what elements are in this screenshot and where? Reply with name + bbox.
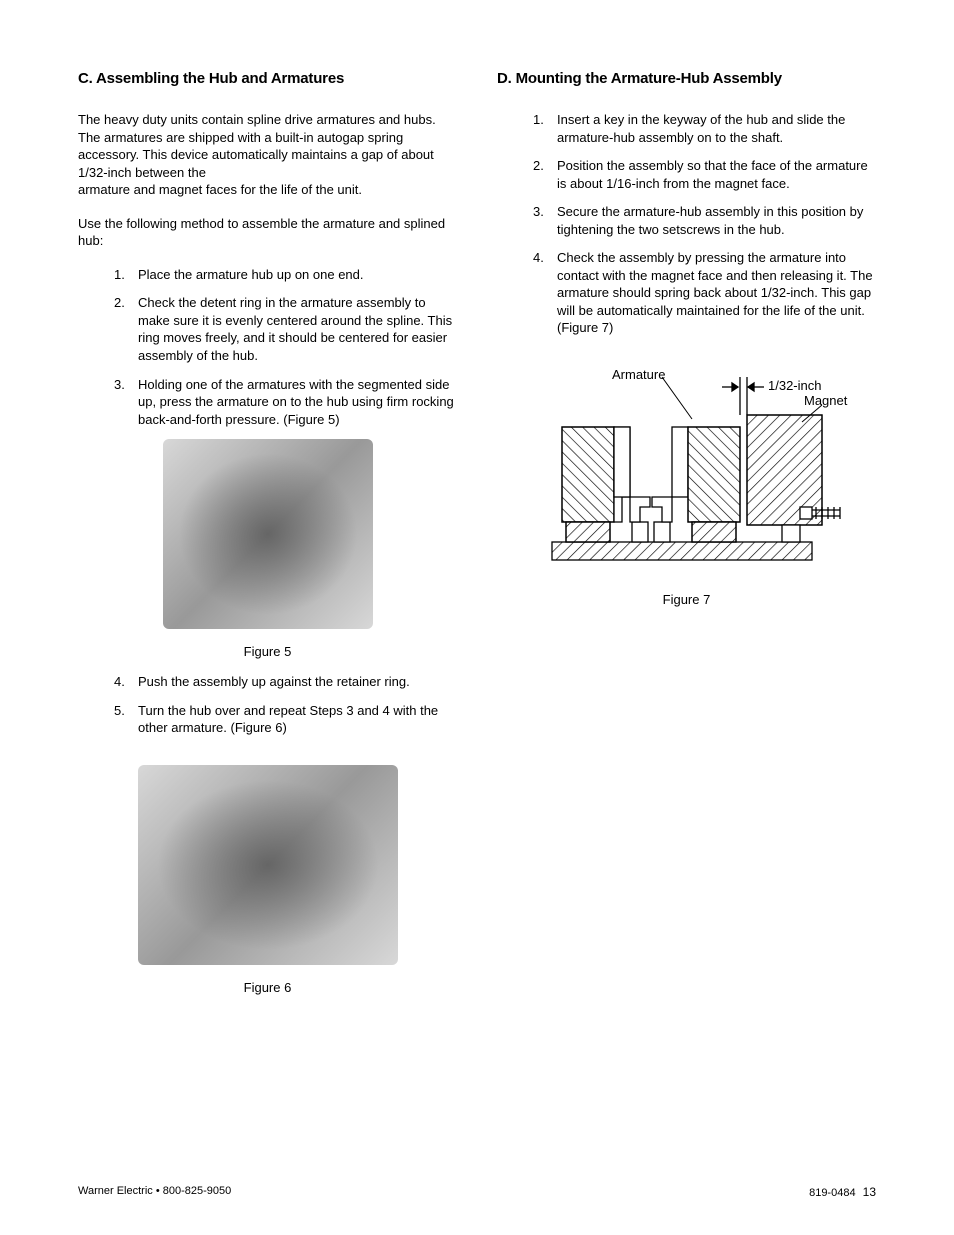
section-d-steps: 1. Insert a key in the keyway of the hub …	[497, 111, 876, 337]
list-item: 3.Holding one of the armatures with the …	[118, 376, 457, 429]
section-c-steps-1: 1.Place the armature hub up on one end. …	[78, 266, 457, 428]
section-c-intro-text-2: armature and magnet faces for the life o…	[78, 182, 362, 197]
footer-doc-number: 819-0484	[809, 1187, 856, 1199]
right-column: D. Mounting the Armature-Hub Assembly 1.…	[497, 70, 876, 1009]
item-text: Holding one of the armatures with the se…	[138, 377, 454, 427]
item-text: Insert a key in the keyway of the hub an…	[557, 112, 845, 145]
item-number: 4.	[114, 673, 125, 691]
list-item: 4.Check the assembly by pressing the arm…	[537, 249, 876, 337]
two-column-layout: C. Assembling the Hub and Armatures The …	[78, 70, 876, 1009]
diagram-label-magnet: Magnet	[804, 393, 848, 408]
footer-company: Warner Electric • 800-825-9050	[78, 1185, 231, 1199]
list-item: 5.Turn the hub over and repeat Steps 3 a…	[118, 702, 457, 737]
footer-page-number: 13	[863, 1185, 876, 1199]
figure-6-photo	[138, 765, 398, 965]
item-text: Secure the armature-hub assembly in this…	[557, 204, 863, 237]
list-item: 1.Insert a key in the keyway of the hub …	[537, 111, 876, 146]
item-number: 4.	[533, 249, 544, 267]
item-number: 1.	[114, 266, 125, 284]
section-c-lead: Use the following method to assemble the…	[78, 215, 457, 250]
list-item: 2.Position the assembly so that the face…	[537, 157, 876, 192]
item-text: Position the assembly so that the face o…	[557, 158, 868, 191]
figure-7: Armature 1/32-inch Magnet Figure 7	[497, 367, 876, 607]
figure-7-svg: Armature 1/32-inch Magnet	[522, 367, 852, 577]
item-number: 5.	[114, 702, 125, 720]
figure-6: Figure 6	[78, 765, 457, 995]
figure-7-caption: Figure 7	[497, 592, 876, 607]
list-item: 3.Secure the armature-hub assembly in th…	[537, 203, 876, 238]
item-text: Turn the hub over and repeat Steps 3 and…	[138, 703, 438, 736]
item-text: Push the assembly up against the retaine…	[138, 674, 410, 689]
item-number: 1.	[533, 111, 544, 129]
section-c-steps-2: 4. Push the assembly up against the retai…	[78, 673, 457, 737]
list-item: 1.Place the armature hub up on one end.	[118, 266, 457, 284]
section-c-intro: The heavy duty units contain spline driv…	[78, 111, 457, 199]
figure-7-diagram: Armature 1/32-inch Magnet	[522, 367, 852, 582]
item-number: 3.	[114, 376, 125, 394]
section-d-heading: D. Mounting the Armature-Hub Assembly	[497, 70, 876, 87]
list-item: 2.Check the detent ring in the armature …	[118, 294, 457, 364]
figure-5: Figure 5	[78, 439, 457, 659]
diagram-label-gap: 1/32-inch	[768, 378, 821, 393]
figure-5-photo	[163, 439, 373, 629]
item-number: 2.	[114, 294, 125, 312]
figure-5-caption: Figure 5	[78, 644, 457, 659]
left-column: C. Assembling the Hub and Armatures The …	[78, 70, 457, 1009]
page-footer: Warner Electric • 800-825-9050 819-0484 …	[78, 1185, 876, 1199]
item-text: Check the detent ring in the armature as…	[138, 295, 452, 363]
diagram-label-armature: Armature	[612, 367, 665, 382]
figure-6-caption: Figure 6	[78, 980, 457, 995]
item-number: 3.	[533, 203, 544, 221]
section-c-intro-text-1: The heavy duty units contain spline driv…	[78, 112, 436, 180]
item-text: Check the assembly by pressing the armat…	[557, 250, 873, 335]
list-item: 4.Push the assembly up against the retai…	[118, 673, 457, 691]
item-number: 2.	[533, 157, 544, 175]
section-c-heading: C. Assembling the Hub and Armatures	[78, 70, 457, 87]
item-text: Place the armature hub up on one end.	[138, 267, 364, 282]
footer-right: 819-0484 13	[809, 1185, 876, 1199]
